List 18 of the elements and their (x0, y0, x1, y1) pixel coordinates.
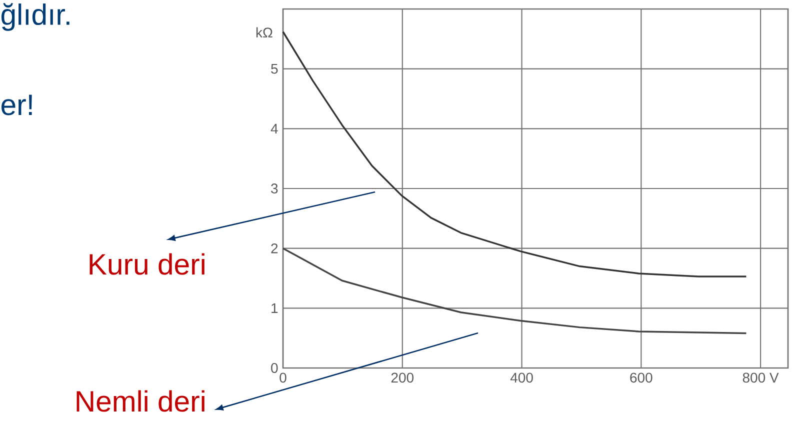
text: er! (2, 94, 32, 116)
text: Kuru deri (90, 253, 204, 275)
y-tick-label: 4 (270, 124, 278, 134)
line-series (282, 30, 748, 278)
x-tick-label: 800 V (742, 372, 779, 383)
y-tick-label: 2 (271, 243, 278, 254)
x-tick-label: 200 (391, 372, 414, 383)
x-tick-label: 0 (280, 372, 286, 383)
y-tick-label: 0 (271, 363, 278, 373)
y-axis-title: kΩ (256, 27, 272, 38)
y-tick-label: 3 (271, 184, 278, 194)
x-tick-label: 600 (630, 372, 652, 383)
line-series (282, 247, 748, 334)
text: Nemli deri (76, 390, 204, 412)
text: ğlıdır. (2, 3, 70, 31)
x-tick-label: 400 (510, 372, 533, 383)
y-tick-label: 1 (272, 303, 278, 313)
y-tick-label: 5 (271, 64, 278, 74)
